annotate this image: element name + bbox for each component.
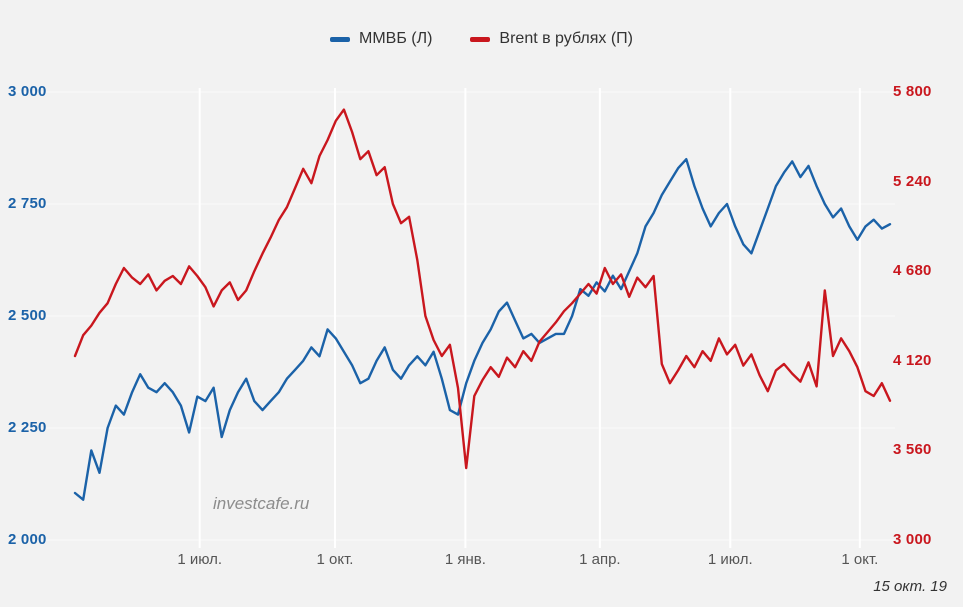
x-axis-label: 1 янв. bbox=[444, 551, 486, 568]
legend-item-brent[interactable]: Brent в рублях (П) bbox=[470, 30, 633, 48]
y-axis-label-left: 2 250 bbox=[8, 419, 47, 436]
legend-swatch-brent-icon bbox=[470, 36, 491, 42]
series-line-brent[interactable] bbox=[73, 108, 892, 470]
series-line-mmvb[interactable] bbox=[73, 157, 892, 501]
x-axis-label: 1 апр. bbox=[579, 551, 621, 568]
legend-item-mmvb[interactable]: ММВБ (Л) bbox=[329, 30, 433, 48]
y-axis-label-left: 2 000 bbox=[8, 531, 47, 548]
y-axis-label-right: 3 560 bbox=[893, 441, 932, 459]
x-axis-label: 1 окт. bbox=[316, 551, 354, 568]
legend: ММВБ (Л) Brent в рублях (П) bbox=[0, 30, 963, 48]
y-axis-label-left: 2 750 bbox=[8, 195, 47, 212]
date-note: 15 окт. 19 bbox=[873, 578, 947, 595]
x-axis-label: 1 июл. bbox=[177, 551, 223, 568]
y-axis-label-right: 5 240 bbox=[893, 172, 932, 190]
y-axis-label-right: 4 680 bbox=[893, 262, 932, 280]
legend-label-mmvb: ММВБ (Л) bbox=[358, 30, 433, 47]
y-axis-label-left: 3 000 bbox=[8, 83, 47, 100]
y-axis-label-right: 5 800 bbox=[893, 83, 932, 100]
watermark: investcafe.ru bbox=[213, 494, 310, 513]
x-axis-label: 1 окт. bbox=[841, 551, 879, 568]
x-axis-label: 1 июл. bbox=[707, 551, 753, 568]
legend-label-brent: Brent в рублях (П) bbox=[499, 30, 633, 47]
legend-swatch-mmvb-icon bbox=[329, 36, 350, 42]
y-axis-label-right: 4 120 bbox=[893, 351, 932, 369]
y-axis-label-left: 2 500 bbox=[8, 307, 47, 324]
y-axis-label-right: 3 000 bbox=[893, 531, 932, 548]
